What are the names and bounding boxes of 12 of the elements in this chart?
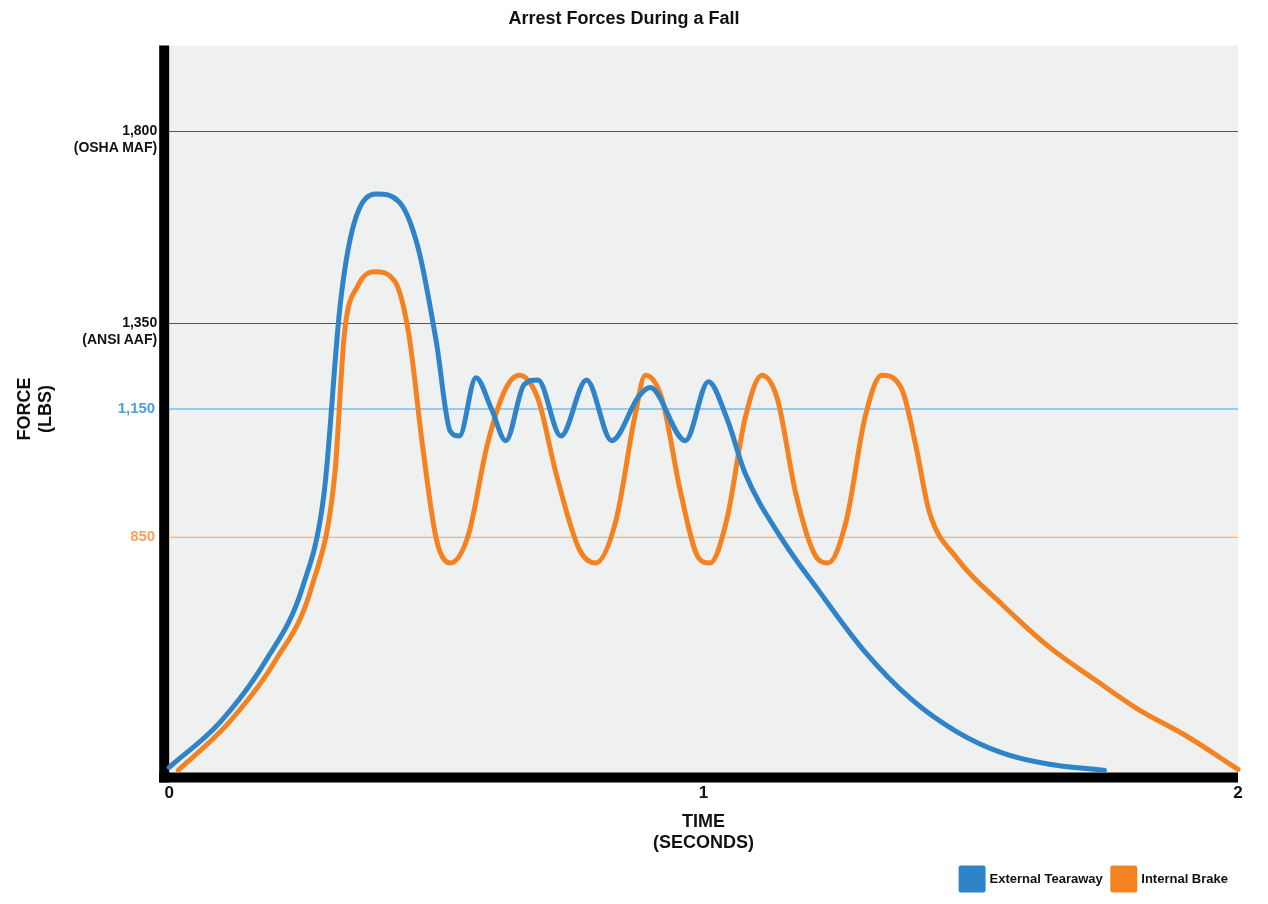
y-axis-title: FORCE (LBS) [13,377,56,441]
y-tick-label: 1,350 (ANSI AAF) [82,314,158,348]
ref-line-label: 850 [130,527,156,545]
legend-label: External Tearaway [989,870,1104,886]
x-tick-label: 2 [1233,783,1243,803]
ref-line-label: 1,150 [117,399,156,417]
y-tick-label: 1,800 (OSHA MAF) [73,121,158,155]
chart-title: Arrest Forces During a Fall [508,7,740,28]
legend-label: Internal Brake [1141,870,1228,886]
x-tick-label: 0 [164,783,174,803]
x-tick-label: 1 [698,783,709,803]
x-axis-title: TIME (SECONDS) [653,810,755,853]
